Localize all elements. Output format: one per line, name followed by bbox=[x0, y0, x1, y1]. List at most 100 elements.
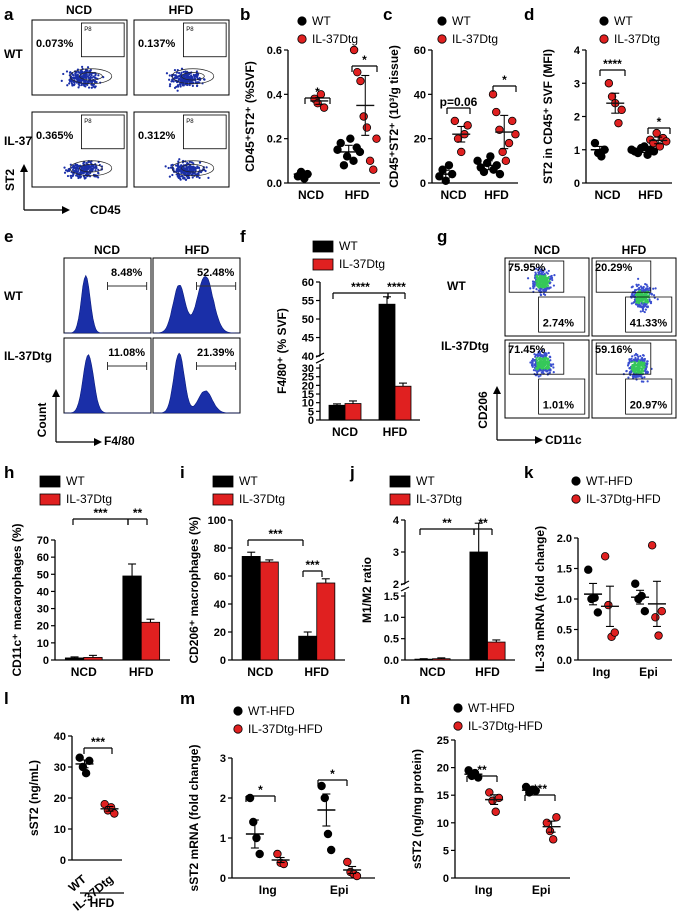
flow-event-dot bbox=[650, 292, 653, 295]
arrow-head-right bbox=[535, 436, 543, 444]
legend-label-wt-hfd: WT-HFD bbox=[248, 704, 295, 718]
flow-event-dot bbox=[199, 171, 203, 174]
flow-event-dot bbox=[72, 172, 75, 175]
data-point-il-37dtg-hfd bbox=[273, 849, 282, 859]
contour-line bbox=[79, 72, 103, 81]
flow-event-dot bbox=[549, 277, 552, 280]
flow-event-dot bbox=[552, 366, 555, 369]
y-tick-label: 1.5 bbox=[557, 564, 572, 576]
flow-event-dot bbox=[625, 369, 628, 373]
data-point-il-37dtg-hfd bbox=[604, 600, 613, 610]
flow-event-dot bbox=[636, 375, 639, 378]
panel-letter-h: h bbox=[4, 463, 14, 482]
flow-event-dot bbox=[178, 83, 181, 86]
gate-percent: 8.48% bbox=[111, 267, 142, 279]
legend-label-il-37dtg: IL-37Dtg bbox=[614, 32, 660, 46]
flow-event-dot bbox=[639, 363, 643, 366]
gate-percent: 0.365% bbox=[36, 130, 74, 142]
flow-event-dot bbox=[632, 301, 635, 304]
flow-event-dot bbox=[545, 353, 548, 357]
flow-event-dot bbox=[89, 161, 92, 164]
legend-marker bbox=[599, 34, 609, 44]
cd206-gate bbox=[595, 260, 652, 293]
flow-event-dot bbox=[87, 80, 90, 83]
y-tick-label: 4 bbox=[393, 515, 400, 527]
flow-event-dot bbox=[76, 73, 79, 76]
flow-event-dot bbox=[203, 78, 206, 81]
flow-event-dot bbox=[640, 358, 643, 361]
flow-event-dot bbox=[547, 351, 550, 355]
flow-event-dot bbox=[532, 369, 536, 372]
bar-il-37dtg-hfd bbox=[487, 641, 506, 661]
flow-event-dot bbox=[91, 80, 94, 83]
y-axis-label: M1/M2 ratio bbox=[360, 557, 374, 623]
flow-event-dot bbox=[169, 166, 173, 169]
flow-event-dot bbox=[63, 171, 67, 174]
data-point-il-37dtg bbox=[369, 165, 378, 174]
flow-event-dot bbox=[646, 305, 649, 308]
y-tick-label: 0.0 bbox=[557, 655, 572, 667]
flow-event-dot bbox=[194, 173, 197, 176]
bar-il-37dtg-ncd bbox=[259, 561, 279, 661]
flow-event-dot bbox=[71, 168, 75, 172]
flow-event-dot bbox=[67, 168, 70, 171]
y-tick-label: 0 bbox=[220, 655, 226, 667]
st2-gate bbox=[182, 114, 227, 150]
legend-marker bbox=[437, 16, 447, 26]
data-point-il-37dtg bbox=[504, 138, 514, 148]
flow-event-dot bbox=[176, 175, 179, 178]
flow-event-dot bbox=[551, 278, 554, 282]
bar-il-37dtg-hfd bbox=[394, 385, 412, 421]
data-point-il-37dtg bbox=[614, 118, 623, 128]
flow-event-dot bbox=[542, 357, 545, 360]
y-tick-label: 4 bbox=[574, 45, 581, 57]
flow-event-dot bbox=[69, 174, 72, 177]
flow-event-dot bbox=[196, 84, 199, 87]
data-point-il-37dtg-hfd bbox=[542, 818, 551, 827]
data-point-il-37dtg bbox=[365, 156, 375, 166]
data-point-il-37dtg bbox=[450, 116, 460, 126]
flow-event-dot bbox=[541, 348, 544, 351]
flow-event-dot bbox=[640, 289, 643, 292]
legend-label-wt: WT bbox=[339, 239, 358, 253]
flow-event-dot bbox=[82, 162, 85, 165]
flow-event-dot bbox=[173, 77, 176, 80]
x-category-label-ncd: NCD bbox=[332, 425, 358, 439]
flow-event-dot bbox=[633, 354, 636, 357]
flow-event-dot bbox=[631, 355, 634, 358]
significance-label: p=0.06 bbox=[440, 95, 478, 109]
data-point-wt-hfd bbox=[637, 591, 646, 601]
data-point-il-37dtg bbox=[362, 123, 372, 132]
flow-event-dot bbox=[639, 304, 642, 307]
flow-event-dot bbox=[545, 285, 548, 288]
y-axis-label-st2: ST2 bbox=[3, 169, 17, 191]
significance-label: * bbox=[258, 783, 263, 797]
y-tick-label: 50 bbox=[37, 569, 49, 581]
data-point-wt-hfd bbox=[245, 793, 255, 803]
flow-event-dot bbox=[645, 303, 648, 306]
cd11c-gate bbox=[538, 296, 586, 333]
flow-event-dot bbox=[643, 310, 646, 314]
flow-event-dot bbox=[175, 170, 178, 173]
y-tick-label: 30 bbox=[37, 604, 49, 616]
y-axis-label: sST2 mRNA (fold change) bbox=[187, 745, 201, 892]
y-axis-label: ST2 in CD45⁺ SVF (MFI) bbox=[541, 49, 555, 184]
lower-gate-percent: 41.33% bbox=[630, 318, 668, 330]
flow-event-dot bbox=[542, 279, 545, 282]
flow-event-dot bbox=[76, 175, 79, 178]
data-point-wt bbox=[473, 156, 482, 166]
data-point-il-37dtg bbox=[511, 130, 520, 139]
bar-il-37dtg-hfd bbox=[316, 582, 336, 661]
x-category-label-hfd: HFD bbox=[484, 188, 509, 202]
flow-event-dot bbox=[526, 277, 530, 280]
panel-letter-c: c bbox=[383, 5, 392, 24]
flow-event-dot bbox=[92, 164, 95, 167]
gate-label: P8 bbox=[84, 27, 92, 33]
panel-letter-a: a bbox=[4, 5, 14, 24]
flow-event-dot bbox=[84, 76, 88, 80]
flow-event-dot bbox=[637, 362, 640, 365]
flow-event-dot bbox=[75, 174, 78, 177]
flow-event-dot bbox=[641, 293, 644, 296]
flow-event-dot bbox=[634, 303, 638, 306]
flow-event-dot bbox=[548, 371, 552, 374]
